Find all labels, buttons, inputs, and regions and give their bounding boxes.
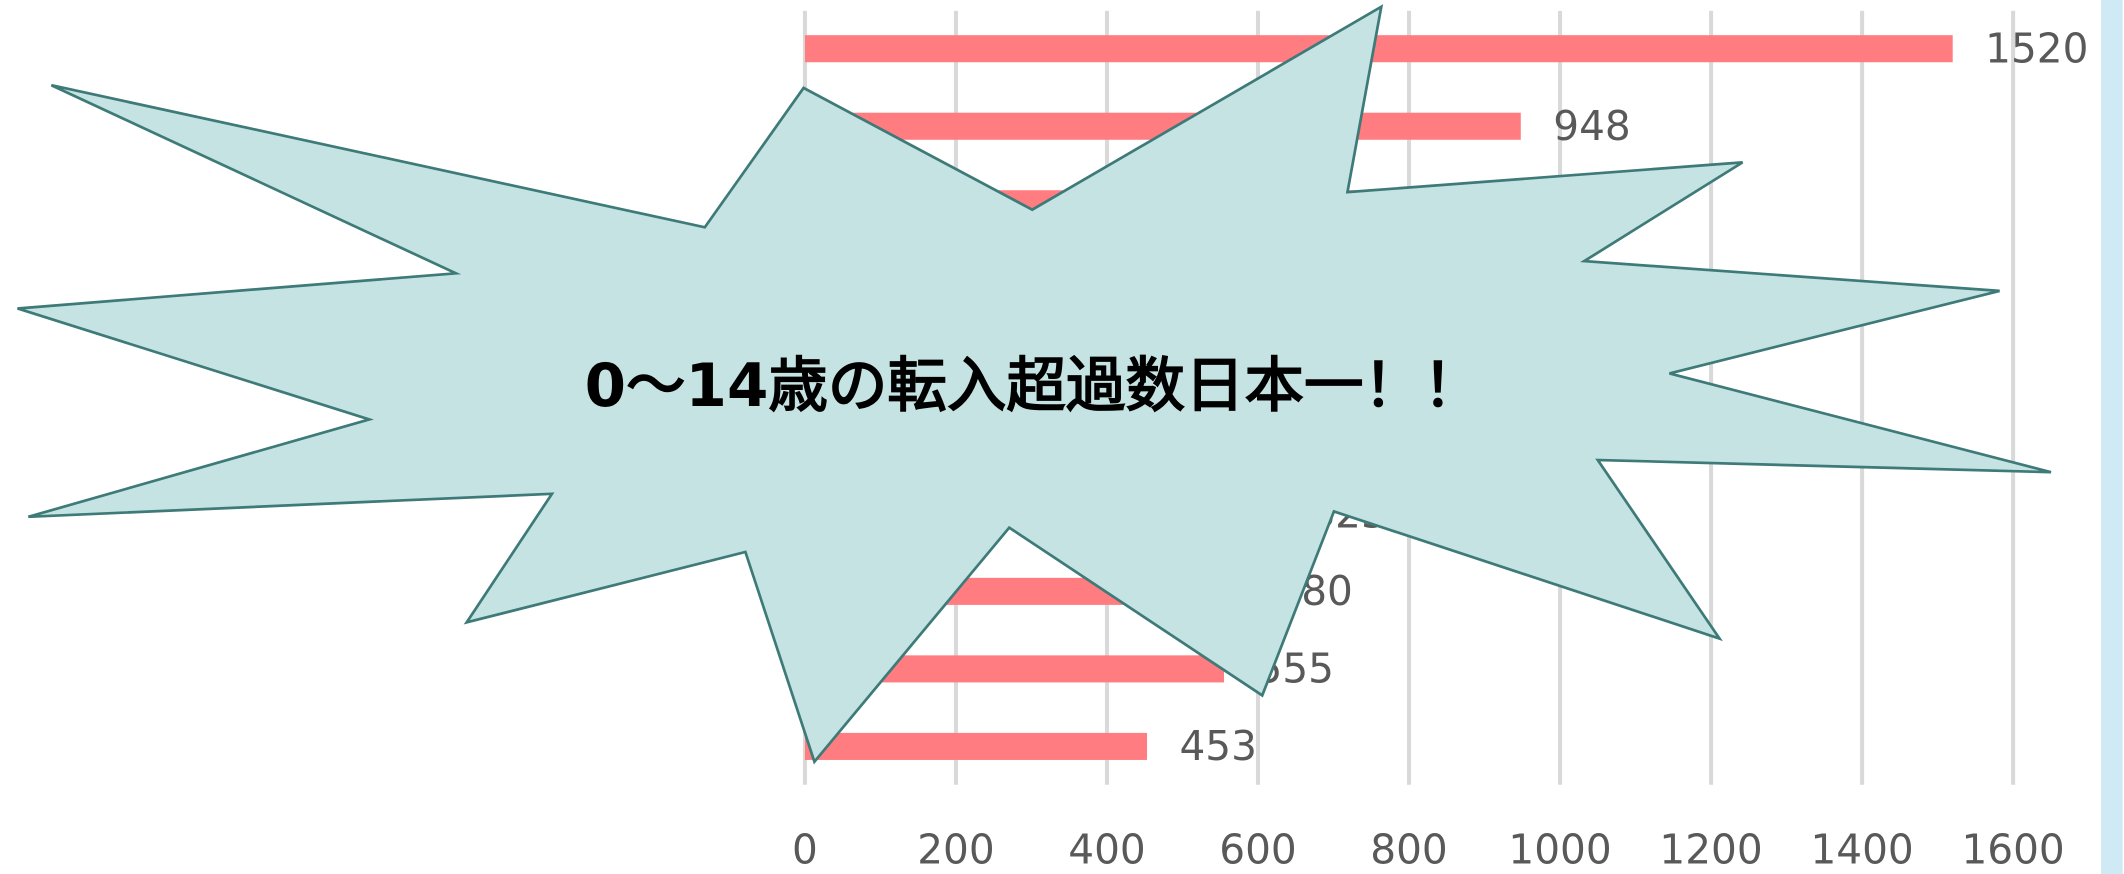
bar: [804, 732, 1148, 760]
x-tick-label: 1600: [1961, 825, 2064, 873]
starburst: [17, 4, 2052, 765]
x-tick-label: 1000: [1508, 825, 1611, 873]
data-label: 948: [1553, 102, 1630, 150]
bar: [804, 35, 1953, 63]
data-label: 453: [1179, 722, 1256, 770]
annotation: 0～14歳の転入超過数日本一！！: [585, 352, 1483, 421]
x-tick-label: 200: [917, 825, 994, 873]
x-tick-label: 600: [1219, 825, 1296, 873]
data-label: 1520: [1985, 24, 2088, 72]
x-tick-label: 0: [792, 825, 818, 873]
x-tick-label: 1400: [1810, 825, 1913, 873]
x-tick-label: 1200: [1659, 825, 1762, 873]
side-panel: [2101, 0, 2123, 874]
x-tick-label: 400: [1068, 825, 1145, 873]
x-tick-label: 800: [1370, 825, 1447, 873]
